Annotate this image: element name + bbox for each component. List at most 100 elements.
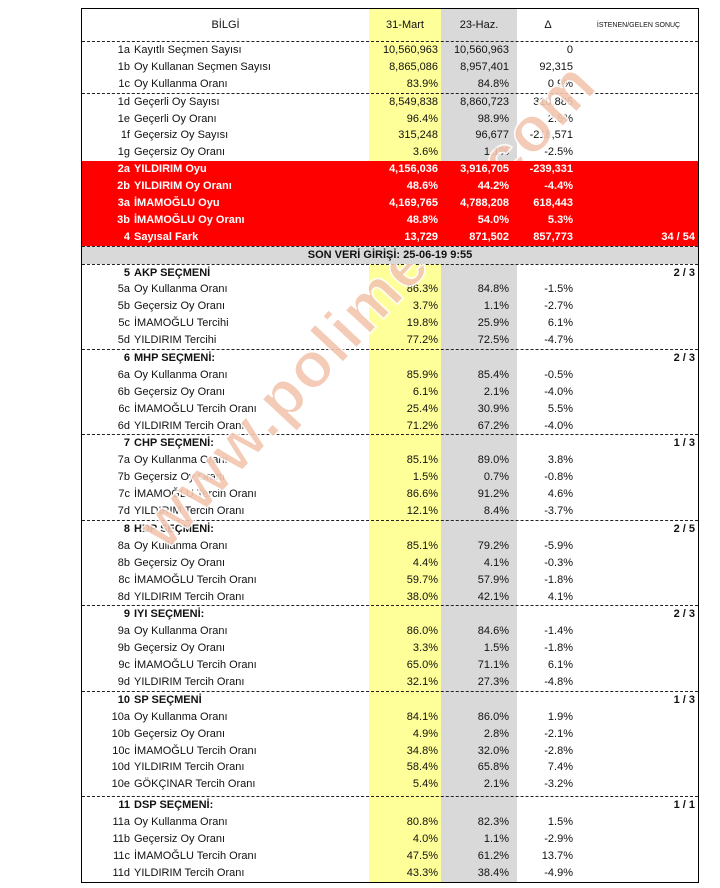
march-value: 43.3% [406,866,438,879]
header-row: BİLGİ 31-Mart 23-Haz. Δ İSTENEN/GELEN SO… [82,9,698,41]
row-code: 6d [117,419,130,432]
result-value [579,503,698,520]
delta-value [517,521,579,538]
row-code: 1d [117,95,130,108]
result-value [579,212,698,229]
june-value: 2.8% [483,727,509,740]
row-code: 10d [111,761,130,774]
result-value [579,42,698,59]
table-row: 1g Geçersiz Oy Oranı 3.6% 1.1% -2.5% [82,144,698,161]
delta-value: 1.5% [547,816,573,829]
june-value: 84.8% [477,77,509,90]
row-label: YILDIRIM Tercih Oranı [134,675,245,688]
table-row: 5b Geçersiz Oy Oranı 3.7% 1.1% -2.7% [82,298,698,315]
delta-value: -4.9% [544,866,573,879]
march-value: 25.4% [406,402,438,415]
june-value: 79.2% [477,539,509,552]
row-label: Geçersiz Oy Oranı [134,146,226,159]
june-value: 32.0% [477,744,509,757]
june-value [441,521,517,538]
row-label: İMAMOĞLU Oy Oranı [134,213,245,226]
delta-value: -1.8% [544,642,573,655]
june-value: 44.2% [477,180,509,193]
june-value [441,265,517,282]
june-value: 82.3% [477,816,509,829]
table-row: 8c İMAMOĞLU Tercih Oranı 59.7% 57.9% -1.8… [82,572,698,589]
result-value [579,76,698,93]
row-label: Oy Kullanma Oranı [134,283,228,296]
june-value: 72.5% [477,334,509,347]
table-row: 1c Oy Kullanma Oranı 83.9% 84.8% 0.9% [82,76,698,93]
delta-value: -2.9% [544,832,573,845]
march-value: 10,560,963 [382,44,438,56]
delta-value: -2.7% [544,300,573,313]
delta-value [517,692,579,709]
row-code: 6b [117,385,130,398]
delta-value: 618,443 [533,197,573,210]
march-value: 84.1% [406,710,438,723]
row-code: 1f [120,129,130,142]
table-row: 10d YILDIRIM Tercih Oranı 58.4% 65.8% 7.4… [82,759,698,776]
row-code: 10 [117,693,130,706]
row-code: 5b [117,300,130,313]
june-value: 85.4% [477,368,509,381]
march-value: 58.4% [406,761,438,774]
row-code: 7 [123,437,130,450]
row-label: Geçerli Oy Sayısı [134,95,220,108]
march-value: 13,729 [404,230,438,243]
june-value: 3,916,705 [460,163,509,176]
june-value: 91.2% [477,488,509,501]
delta-value: 4.6% [547,488,573,501]
june-value [441,606,517,623]
result-value [579,111,698,128]
june-value: 1.1% [483,146,509,159]
result-value [579,726,698,743]
result-value [579,384,698,401]
march-value: 34.8% [406,744,438,757]
delta-value: -4.8% [544,675,573,688]
result-value [579,865,698,882]
june-value: 8,860,723 [460,95,509,108]
section-header-row: 11 DSP SEÇMENİ: 1 / 1 [82,796,698,814]
march-value: 4,169,765 [389,197,438,210]
result-value [579,59,698,76]
result-value [579,161,698,178]
row-label: SP SEÇMENİ [134,693,202,706]
row-label: Oy Kullanma Oranı [134,368,228,381]
march-value: 80.8% [406,816,438,829]
delta-value: 310,885 [533,95,573,108]
table-row: 10e GÖKÇINAR Tercih Oranı 5.4% 2.1% -3.2% [82,776,698,793]
table-row: 11c İMAMOĞLU Tercih Oranı 47.5% 61.2% 13.… [82,848,698,865]
row-label: İMAMOĞLU Tercihi [134,317,229,330]
result-value [579,848,698,865]
section-header-row: 10 SP SEÇMENİ 1 / 3 [82,690,698,709]
table-row: 10c İMAMOĞLU Tercih Oranı 34.8% 32.0% -2.… [82,743,698,760]
delta-value: -218,571 [529,129,573,142]
june-value: 4,788,208 [460,197,509,210]
header-march: 31-Mart [386,19,424,31]
delta-value: -1.5% [544,283,573,296]
result-value [579,555,698,572]
result-value [579,674,698,691]
row-code: 7a [117,454,130,467]
march-value: 3.6% [412,146,438,159]
result-value [579,743,698,760]
row-code: 5a [117,283,130,296]
result-value [579,418,698,435]
result-value: 1 / 3 [673,437,695,450]
march-value: 96.4% [406,112,438,125]
march-value: 5.4% [412,778,438,791]
table-row: 9b Geçersiz Oy Oranı 3.3% 1.5% -1.8% [82,640,698,657]
table-row: 8d YILDIRIM Tercih Oranı 38.0% 42.1% 4.1% [82,589,698,606]
march-value: 315,248 [398,129,438,142]
delta-value: 7.4% [547,761,573,774]
row-code: 8a [117,539,130,552]
section-header-row: 7 CHP SEÇMENİ: 1 / 3 [82,434,698,452]
result-value [579,281,698,298]
june-value: 10,560,963 [453,44,509,56]
march-value [369,265,441,282]
row-label: Oy Kullanma Oranı [134,77,228,90]
row-code: 6c [118,402,130,415]
table-row: 1e Geçerli Oy Oranı 96.4% 98.9% 2.5% [82,111,698,128]
row-code: 9a [117,625,130,638]
